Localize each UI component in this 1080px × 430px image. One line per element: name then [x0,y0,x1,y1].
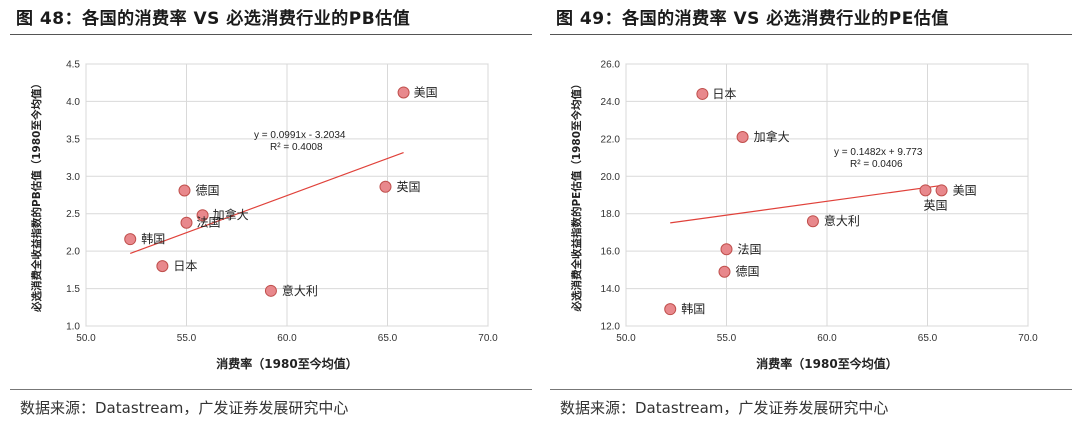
point-label: 意大利 [282,283,318,298]
data-point [806,215,819,228]
point-label: 法国 [197,216,221,230]
data-point [180,216,193,229]
y-tick-label: 4.0 [66,97,80,108]
data-point [736,130,749,143]
figure-title: 图 48：各国的消费率 VS 必选消费行业的PB估值 [16,9,411,29]
title-rule [10,34,532,35]
r-squared-label: R² = 0.4008 [270,142,323,153]
x-tick-label: 60.0 [817,333,837,344]
point-label: 法国 [738,242,762,256]
title-rule [550,34,1072,35]
y-tick-label: 20.0 [601,172,621,183]
y-tick-label: 26.0 [601,60,621,71]
point-label: 韩国 [141,231,165,246]
x-tick-label: 70.0 [1018,333,1038,344]
data-point [397,86,410,99]
data-point [919,184,932,197]
figure-title: 图 49：各国的消费率 VS 必选消费行业的PE估值 [556,9,949,29]
point-label: 日本 [173,259,197,273]
data-point [264,284,277,297]
source-note: 数据来源：Datastream，广发证券发展研究中心 [20,399,349,417]
point-label: 美国 [953,183,977,197]
data-point [718,265,731,278]
x-tick-label: 55.0 [717,333,737,344]
data-point [935,184,948,197]
y-tick-label: 3.5 [66,134,80,145]
chart-panel-pe: 图 49：各国的消费率 VS 必选消费行业的PE估值 12.0 14.0 16.0 1… [550,0,1072,430]
data-point [196,209,209,222]
x-tick-label: 50.0 [76,333,96,344]
data-point [379,180,392,193]
x-tick-label: 70.0 [478,333,498,344]
r-squared-label: R² = 0.0406 [850,159,903,170]
y-tick-label: 18.0 [601,209,621,220]
trendline-equation: y = 0.1482x + 9.773 [834,147,923,158]
pe-scatter-chart: 12.0 14.0 16.0 18.0 20.0 22.0 24.0 26.0 50.0 55.0… [570,60,1038,372]
point-label: 加拿大 [213,207,249,222]
data-point [178,184,191,197]
y-tick-label: 22.0 [601,134,621,145]
chart-panel-pb: 图 48：各国的消费率 VS 必选消费行业的PB估值 1.0 1.5 2.0 2.5 3… [10,0,532,430]
point-label: 意大利 [824,213,860,228]
y-tick-label: 14.0 [601,284,621,295]
point-label: 加拿大 [754,129,790,144]
trendline [670,184,942,224]
y-axis-title: 必选消费全收益指数的PB估值（1980至今均值） [30,78,43,313]
x-tick-label: 60.0 [277,333,297,344]
source-rule [10,389,532,390]
data-point [720,243,733,256]
x-tick-label: 65.0 [378,333,398,344]
y-tick-label: 16.0 [601,247,621,258]
y-tick-label: 4.5 [66,60,80,71]
point-label: 韩国 [681,301,705,316]
data-point [696,87,709,100]
y-tick-label: 3.0 [66,172,80,183]
point-label: 德国 [195,183,219,198]
x-axis-title: 消费率（1980至今均值） [756,356,897,371]
x-tick-label: 55.0 [177,333,197,344]
y-tick-label: 2.5 [66,209,80,220]
data-point [664,303,677,316]
x-tick-label: 65.0 [918,333,938,344]
point-label: 日本 [712,87,736,101]
point-label: 美国 [414,85,438,99]
y-axis-title: 必选消费全收益指数的PE估值（1980至今均值） [570,78,583,312]
y-tick-label: 24.0 [601,97,621,108]
point-label: 德国 [735,264,759,279]
pb-scatter-chart: 1.0 1.5 2.0 2.5 3.0 3.5 4.0 4.5 50.0 55.0 60.0 65.0… [30,60,498,372]
x-axis-title: 消费率（1980至今均值） [216,356,357,371]
y-tick-label: 12.0 [601,322,621,333]
trendline-equation: y = 0.0991x - 3.2034 [254,130,346,141]
y-tick-label: 1.0 [66,322,80,333]
source-rule [550,389,1072,390]
data-point [124,233,137,246]
y-tick-label: 2.0 [66,247,80,258]
source-note: 数据来源：Datastream，广发证券发展研究中心 [560,399,889,417]
x-tick-label: 50.0 [616,333,636,344]
trendline [130,151,404,254]
point-label: 英国 [923,198,947,212]
point-label: 英国 [396,180,420,194]
data-point [156,260,169,273]
y-tick-label: 1.5 [66,284,80,295]
